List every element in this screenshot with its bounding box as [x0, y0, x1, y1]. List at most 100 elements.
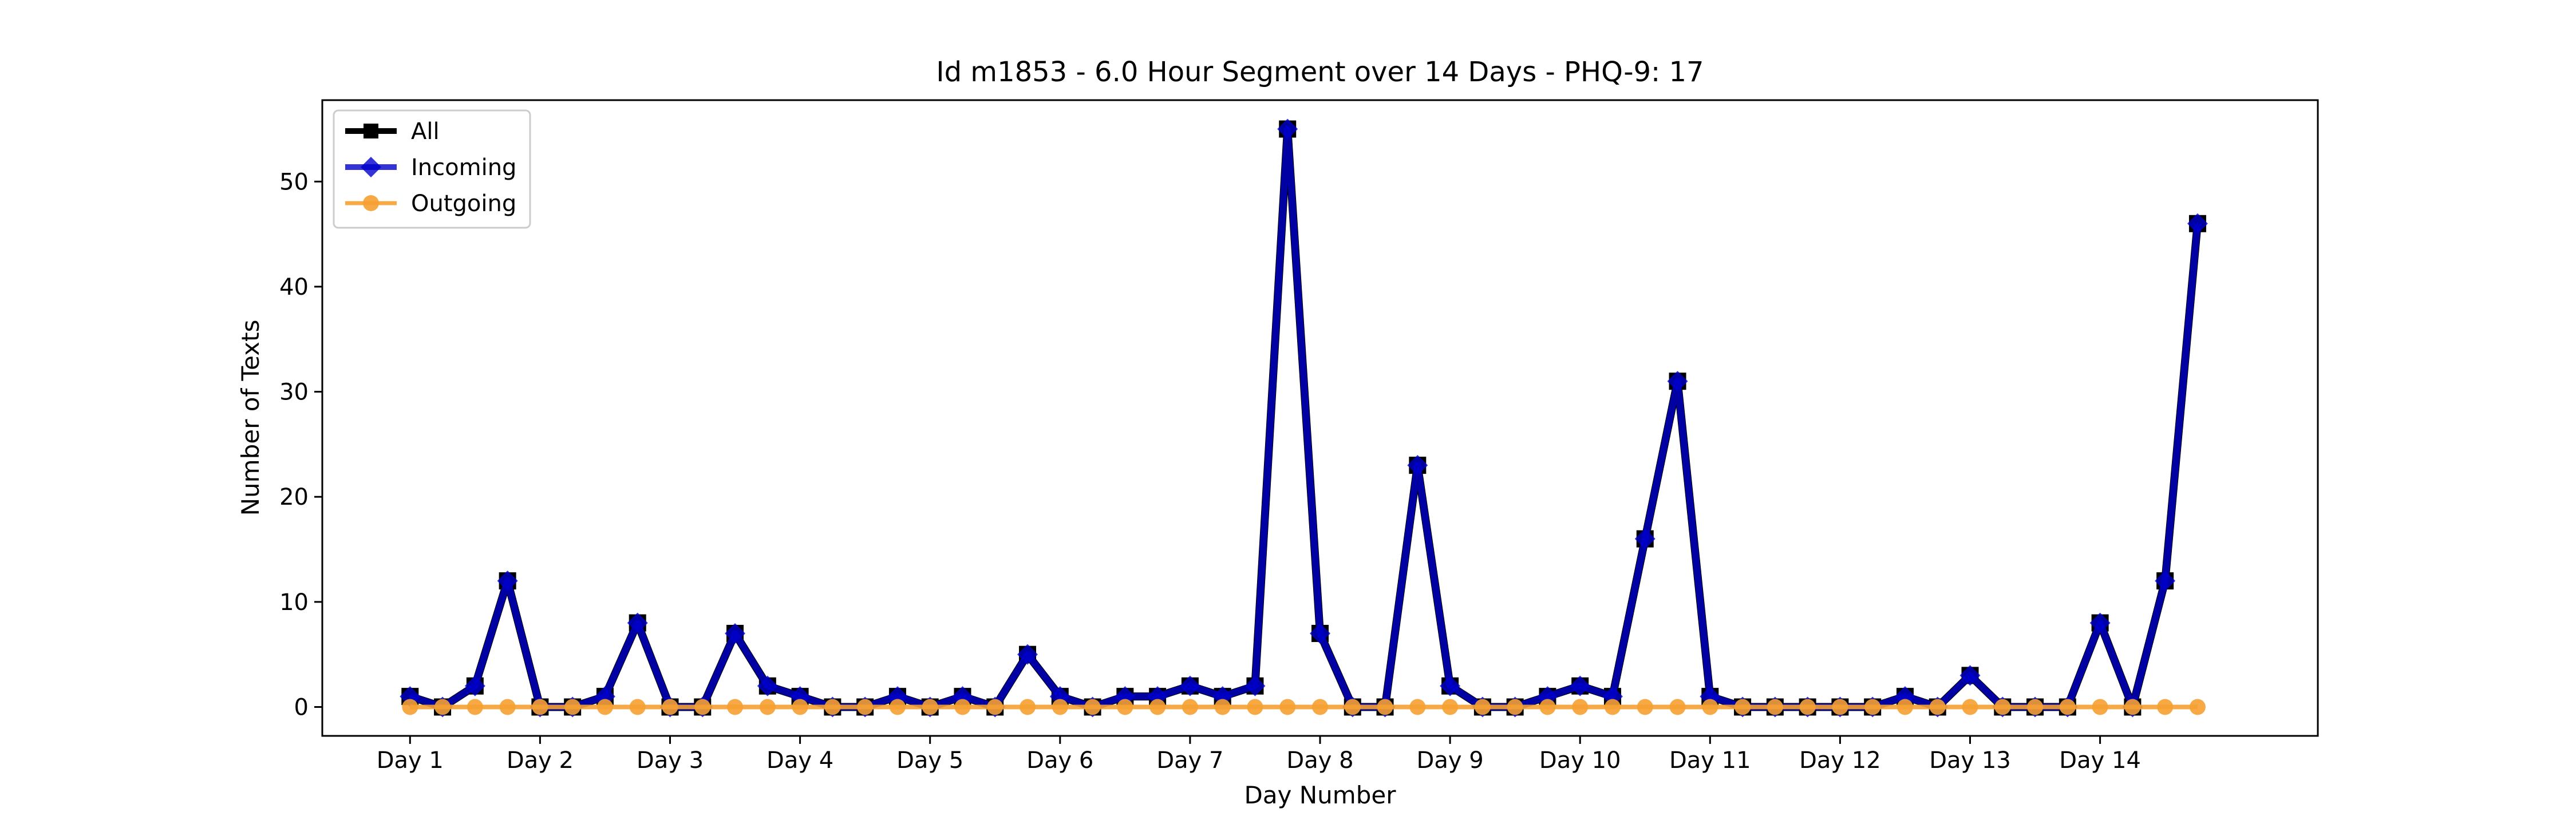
plot-frame — [321, 99, 2319, 737]
data-point-outgoing — [889, 699, 906, 715]
circle-marker-icon — [363, 195, 379, 211]
x-tick-label: Day 6 — [1026, 747, 1093, 774]
y-tick-label: 0 — [294, 695, 309, 721]
data-point-outgoing — [1897, 699, 1913, 715]
data-point-outgoing — [1474, 699, 1491, 715]
data-point-incoming — [1310, 623, 1330, 644]
data-point-incoming — [1959, 665, 1981, 686]
data-point-outgoing — [1247, 699, 1263, 715]
data-point-outgoing — [662, 699, 678, 715]
y-tick-label: 30 — [279, 379, 309, 406]
data-point-incoming — [1244, 675, 1266, 696]
data-point-outgoing — [2157, 699, 2174, 715]
data-point-incoming — [757, 675, 778, 696]
data-point-incoming — [2187, 213, 2208, 234]
data-point-outgoing — [727, 699, 744, 715]
data-point-incoming — [1440, 675, 1461, 696]
data-point-outgoing — [1052, 699, 1068, 715]
data-point-incoming — [2089, 612, 2111, 633]
data-point-outgoing — [792, 699, 808, 715]
data-point-outgoing — [1702, 699, 1718, 715]
data-point-outgoing — [1182, 699, 1198, 715]
x-tick-label: Day 4 — [767, 747, 833, 774]
x-tick-label: Day 2 — [507, 747, 574, 774]
data-point-outgoing — [922, 699, 938, 715]
data-point-outgoing — [1994, 699, 2011, 715]
data-point-outgoing — [467, 699, 483, 715]
data-point-incoming — [725, 623, 746, 644]
data-point-outgoing — [1799, 699, 1816, 715]
data-point-outgoing — [2092, 699, 2108, 715]
data-point-outgoing — [434, 699, 451, 715]
legend-entry-outgoing: Outgoing — [345, 191, 516, 217]
axis-ticks: 0 10 20 30 40 50 Day 1 Day 2 Day 3 Day 4 Day 5 Day … — [279, 169, 2141, 774]
data-point-outgoing — [1604, 699, 1621, 715]
data-point-outgoing — [499, 699, 516, 715]
legend-label-incoming: Incoming — [411, 154, 516, 181]
data-point-outgoing — [2059, 699, 2076, 715]
data-point-outgoing — [1442, 699, 1459, 715]
y-tick-label: 10 — [279, 589, 309, 616]
data-point-outgoing — [1020, 699, 1036, 715]
x-tick-label: Day 1 — [377, 747, 444, 774]
x-axis-label: Day Number — [1244, 781, 1396, 809]
legend-label-all: All — [411, 118, 440, 145]
data-point-outgoing — [1864, 699, 1881, 715]
data-point-outgoing — [1409, 699, 1426, 715]
data-point-outgoing — [1637, 699, 1653, 715]
x-tick-label: Day 12 — [1799, 747, 1881, 774]
data-point-outgoing — [2027, 699, 2044, 715]
data-point-incoming — [1570, 675, 1591, 696]
data-point-outgoing — [987, 699, 1003, 715]
data-point-incoming — [1179, 675, 1200, 696]
data-point-outgoing — [532, 699, 548, 715]
legend: All Incoming Outgoing — [333, 109, 531, 229]
chart-title: Id m1853 - 6.0 Hour Segment over 14 Days… — [936, 56, 1704, 88]
data-point-outgoing — [1312, 699, 1328, 715]
data-point-incoming — [2155, 571, 2176, 592]
data-point-incoming — [497, 571, 518, 592]
data-point-outgoing — [629, 699, 646, 715]
data-point-outgoing — [2189, 699, 2206, 715]
data-point-outgoing — [1377, 699, 1393, 715]
data-point-outgoing — [2124, 699, 2141, 715]
y-tick-label: 40 — [279, 274, 309, 300]
data-point-outgoing — [759, 699, 776, 715]
data-point-incoming — [1017, 644, 1038, 665]
legend-frame — [333, 109, 531, 229]
data-point-outgoing — [1929, 699, 1946, 715]
data-point-outgoing — [1084, 699, 1101, 715]
x-tick-label: Day 13 — [1929, 747, 2011, 774]
data-point-outgoing — [1539, 699, 1556, 715]
data-point-outgoing — [596, 699, 613, 715]
x-tick-label: Day 3 — [637, 747, 704, 774]
data-point-incoming — [464, 675, 485, 696]
y-tick-label: 20 — [279, 484, 309, 510]
data-point-outgoing — [1669, 699, 1686, 715]
data-point-outgoing — [1117, 699, 1133, 715]
data-point-incoming — [1277, 118, 1298, 140]
square-marker-icon — [364, 124, 378, 138]
data-point-outgoing — [857, 699, 874, 715]
data-point-outgoing — [694, 699, 711, 715]
y-axis-label: Number of Texts — [236, 320, 264, 516]
data-point-outgoing — [1344, 699, 1361, 715]
data-point-incoming — [1667, 371, 1688, 392]
legend-entry-all: All — [345, 118, 440, 145]
x-tick-label: Day 14 — [2059, 747, 2141, 774]
data-point-outgoing — [1572, 699, 1589, 715]
data-point-outgoing — [564, 699, 581, 715]
x-tick-label: Day 8 — [1286, 747, 1353, 774]
data-point-outgoing — [954, 699, 971, 715]
data-point-outgoing — [1214, 699, 1231, 715]
x-tick-label: Day 7 — [1156, 747, 1223, 774]
data-point-incoming — [1407, 455, 1428, 476]
data-point-incoming — [1634, 528, 1656, 549]
data-point-outgoing — [1767, 699, 1783, 715]
y-tick-label: 50 — [279, 169, 309, 195]
data-point-outgoing — [1832, 699, 1848, 715]
legend-label-outgoing: Outgoing — [411, 191, 516, 217]
x-tick-label: Day 10 — [1539, 747, 1621, 774]
x-tick-label: Day 5 — [896, 747, 963, 774]
